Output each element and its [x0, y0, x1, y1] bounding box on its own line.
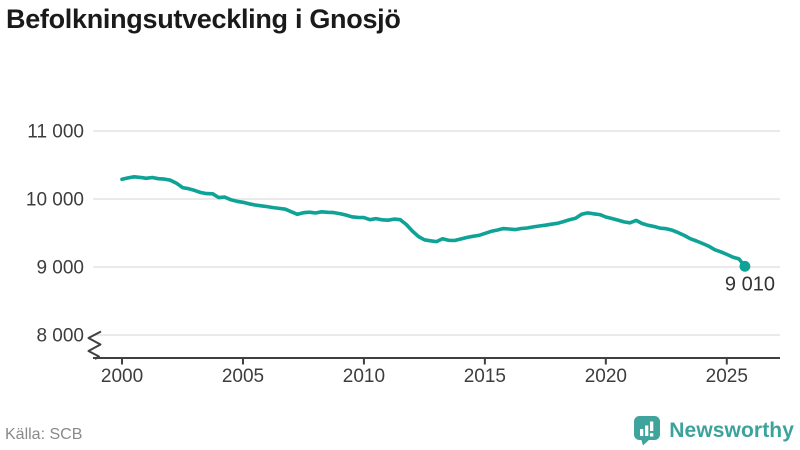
y-tick-label: 10 000: [26, 190, 84, 211]
x-tick-label: 2025: [706, 366, 748, 387]
x-tick-label: 2020: [585, 366, 627, 387]
population-line: [120, 175, 747, 269]
y-tick-label: 11 000: [27, 122, 84, 143]
newsworthy-logo-icon: [634, 416, 661, 446]
x-tick-label: 2010: [343, 366, 385, 387]
x-tick-label: 2005: [222, 366, 264, 387]
y-tick-label: 8 000: [36, 326, 84, 347]
last-value-label: 9 010: [725, 273, 775, 295]
newsworthy-logo-text: Newsworthy: [669, 418, 794, 442]
x-tick-label: 2015: [464, 366, 506, 387]
x-tick-label: 2000: [101, 366, 143, 387]
last-point-marker: [739, 260, 751, 272]
y-axis-break-icon: [87, 330, 102, 360]
source-label: Källa: SCB: [5, 426, 83, 443]
newsworthy-logo[interactable]: Newsworthy: [633, 415, 794, 446]
y-tick-label: 9 000: [36, 258, 84, 279]
page-title: Befolkningsutveckling i Gnosjö: [6, 4, 401, 34]
